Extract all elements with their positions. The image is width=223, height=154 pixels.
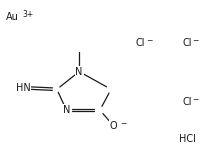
Text: Cl: Cl xyxy=(136,38,145,48)
Text: −: − xyxy=(146,36,152,45)
Text: Au: Au xyxy=(6,12,19,22)
Text: Cl: Cl xyxy=(183,97,192,107)
Text: Cl: Cl xyxy=(183,38,192,48)
Text: 3+: 3+ xyxy=(22,10,33,19)
Text: N: N xyxy=(75,67,83,77)
Text: HN: HN xyxy=(16,83,31,93)
Text: N: N xyxy=(63,105,70,115)
Text: −: − xyxy=(193,36,199,45)
Text: −: − xyxy=(193,95,199,104)
Text: O: O xyxy=(109,121,117,130)
Text: −: − xyxy=(120,119,126,128)
Text: HCl: HCl xyxy=(179,134,196,144)
